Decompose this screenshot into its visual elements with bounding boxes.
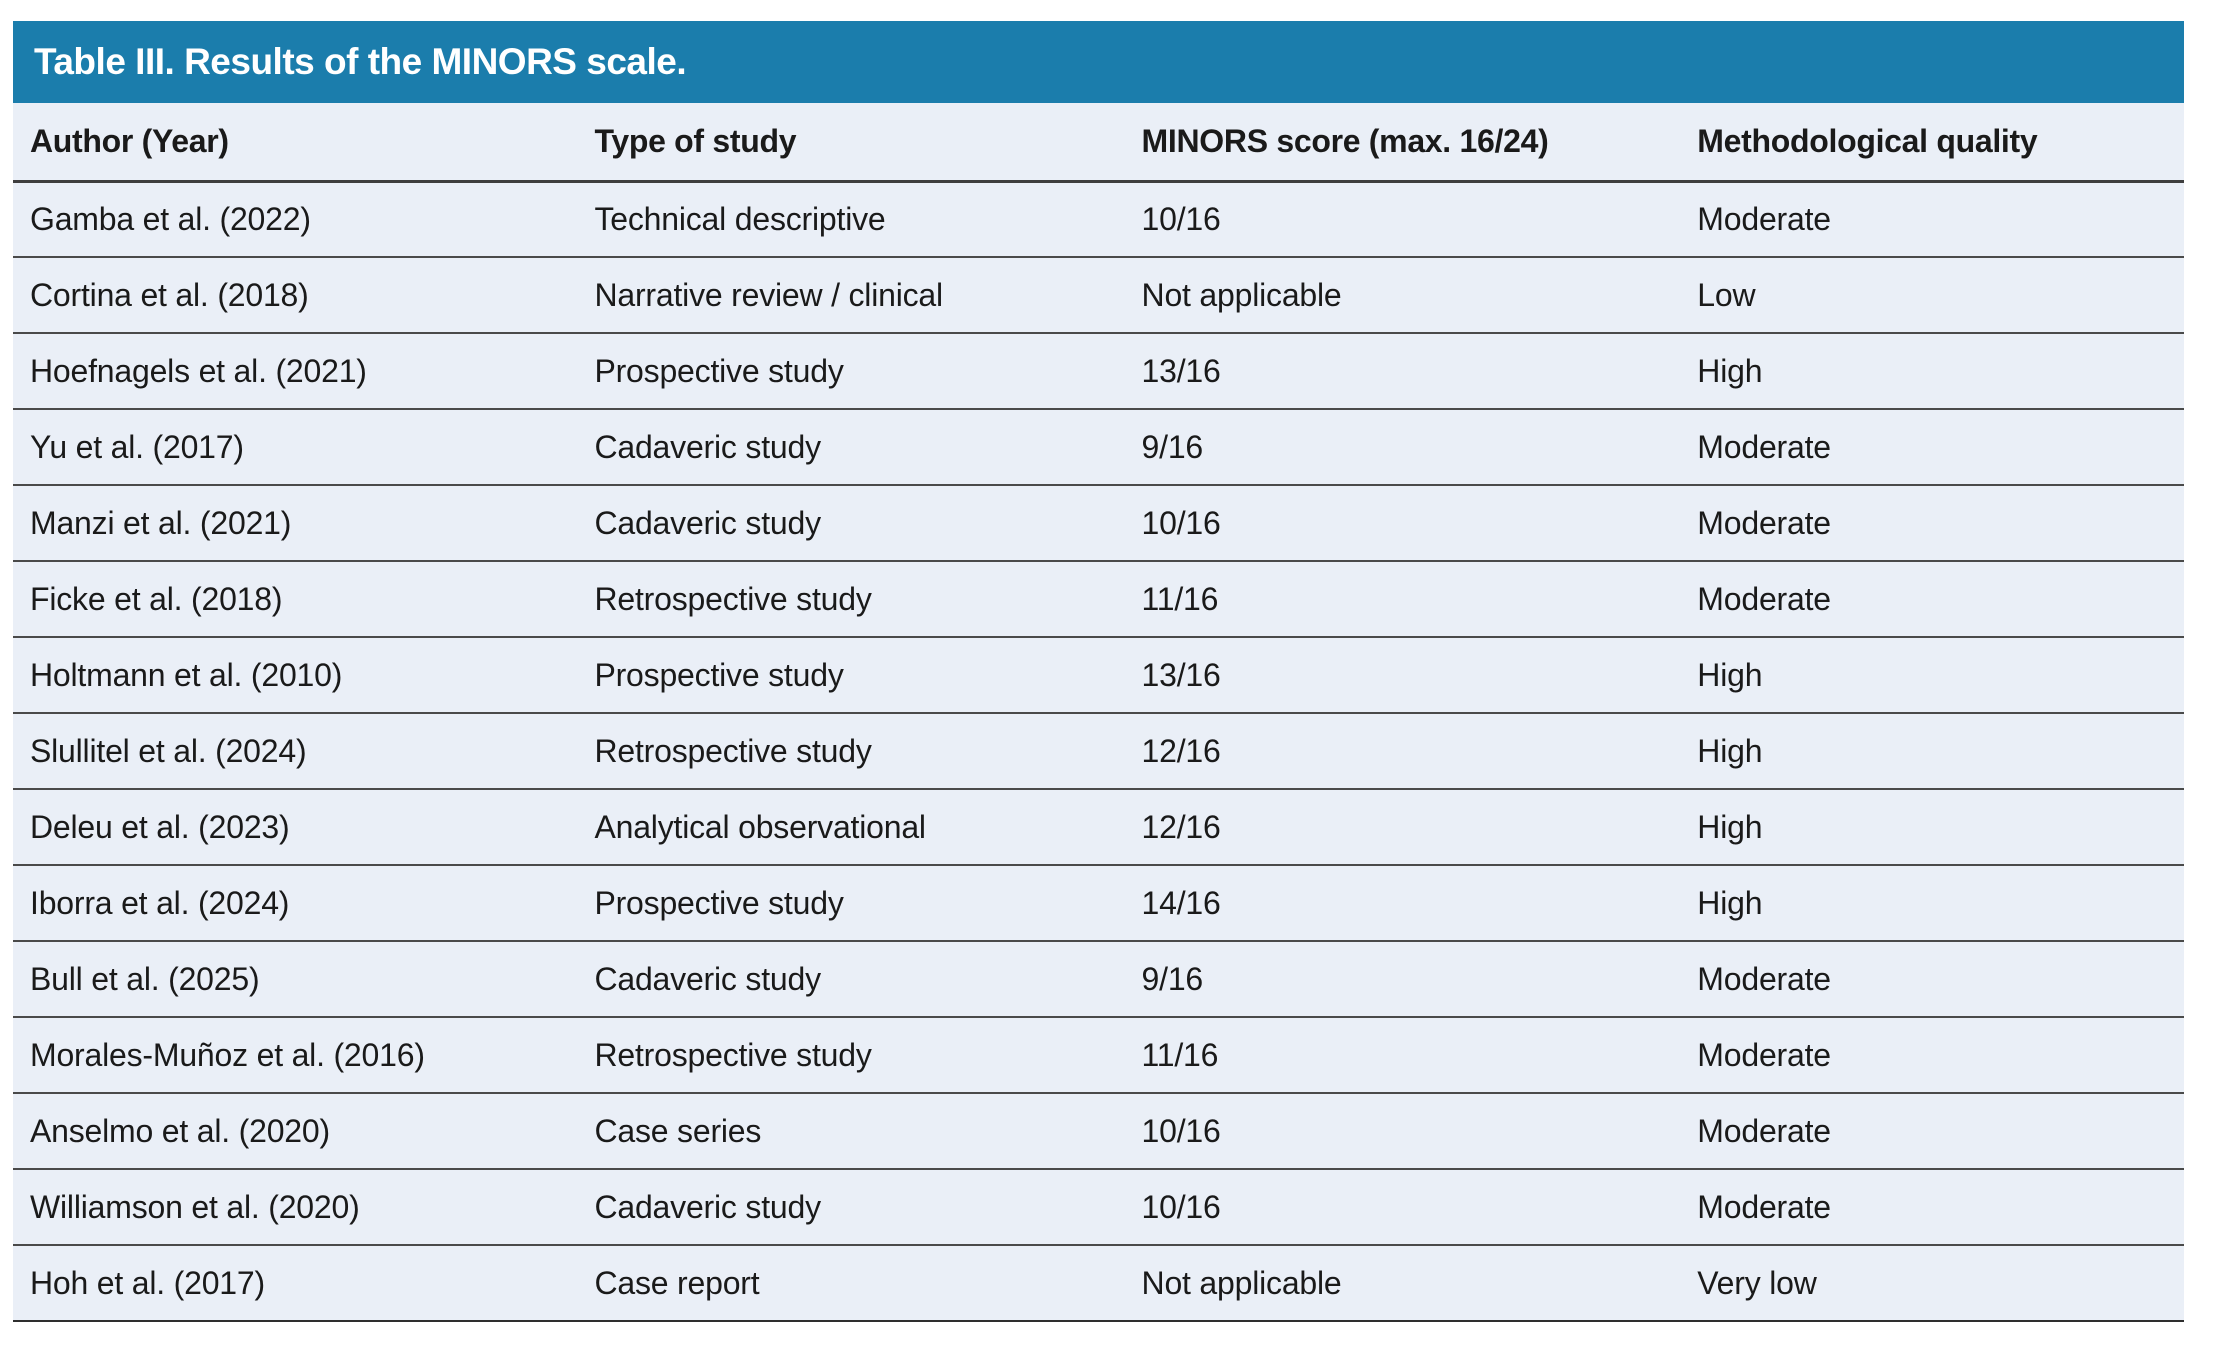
- table-cell: Analytical observational: [577, 789, 1125, 866]
- table-cell: Cadaveric study: [577, 1169, 1125, 1246]
- table-cell: Williamson et al. (2020): [13, 1169, 578, 1246]
- table-cell: High: [1680, 637, 2184, 714]
- table-cell: 9/16: [1124, 941, 1681, 1018]
- table-cell: Cadaveric study: [577, 941, 1125, 1018]
- table-cell: 13/16: [1124, 333, 1681, 410]
- table-cell: Retrospective study: [577, 713, 1125, 790]
- table-cell: Gamba et al. (2022): [13, 181, 578, 258]
- table-cell: High: [1680, 333, 2184, 410]
- table-row: Gamba et al. (2022) Technical descriptive…: [13, 181, 2184, 258]
- results-table: Author (Year) Type of study MINORS score…: [13, 103, 2184, 1322]
- table-cell: Prospective study: [577, 637, 1125, 714]
- table-cell: 10/16: [1124, 1169, 1681, 1246]
- table-cell: Morales-Muñoz et al. (2016): [13, 1017, 578, 1094]
- table-cell: Prospective study: [577, 333, 1125, 410]
- table-cell: 10/16: [1124, 1093, 1681, 1170]
- table-cell: Cadaveric study: [577, 409, 1125, 486]
- table-cell: 10/16: [1124, 485, 1681, 562]
- table-cell: Moderate: [1680, 1093, 2184, 1170]
- table-row: Cortina et al. (2018) Narrative review / …: [13, 257, 2184, 334]
- table-cell: Moderate: [1680, 561, 2184, 638]
- table-cell: Not applicable: [1124, 1245, 1681, 1322]
- table-cell: Anselmo et al. (2020): [13, 1093, 578, 1170]
- table-cell: Moderate: [1680, 409, 2184, 486]
- table-cell: Technical descriptive: [577, 181, 1125, 258]
- table-cell: Bull et al. (2025): [13, 941, 578, 1018]
- table-cell: Hoh et al. (2017): [13, 1245, 578, 1322]
- table-cell: Manzi et al. (2021): [13, 485, 578, 562]
- column-header-author-year: Author (Year): [13, 103, 578, 183]
- table-cell: Slullitel et al. (2024): [13, 713, 578, 790]
- minors-results-table: Table III. Results of the MINORS scale. …: [13, 21, 2184, 1322]
- table-row: Deleu et al. (2023) Analytical observatio…: [13, 789, 2184, 866]
- table-cell: High: [1680, 789, 2184, 866]
- table-cell: 14/16: [1124, 865, 1681, 942]
- table-cell: Not applicable: [1124, 257, 1681, 334]
- table-title: Table III. Results of the MINORS scale.: [34, 41, 687, 82]
- table-cell: High: [1680, 713, 2184, 790]
- table-cell: Case report: [577, 1245, 1125, 1322]
- table-cell: Retrospective study: [577, 1017, 1125, 1094]
- table-cell: Prospective study: [577, 865, 1125, 942]
- table-cell: Hoefnagels et al. (2021): [13, 333, 578, 410]
- table-row: Hoh et al. (2017) Case report Not applicab…: [13, 1245, 2184, 1322]
- table-cell: 11/16: [1124, 1017, 1681, 1094]
- table-cell: Deleu et al. (2023): [13, 789, 578, 866]
- table-cell: 10/16: [1124, 181, 1681, 258]
- table-cell: 12/16: [1124, 789, 1681, 866]
- table-cell: Narrative review / clinical: [577, 257, 1125, 334]
- table-row: Hoefnagels et al. (2021) Prospective stud…: [13, 333, 2184, 410]
- table-cell: Moderate: [1680, 1169, 2184, 1246]
- table-row: Anselmo et al. (2020) Case series 10/16 Mod…: [13, 1093, 2184, 1170]
- table-cell: 13/16: [1124, 637, 1681, 714]
- table-row: Iborra et al. (2024) Prospective study 14/…: [13, 865, 2184, 942]
- column-header-minors-score: MINORS score (max. 16/24): [1124, 103, 1681, 183]
- table-row: Bull et al. (2025) Cadaveric study 9/16 Mod…: [13, 941, 2184, 1018]
- table-row: Holtmann et al. (2010) Prospective study 1…: [13, 637, 2184, 714]
- table-row: Morales-Muñoz et al. (2016) Retrospective…: [13, 1017, 2184, 1094]
- table-cell: Holtmann et al. (2010): [13, 637, 578, 714]
- column-header-methodological-quality: Methodological quality: [1680, 103, 2184, 183]
- table-cell: Cortina et al. (2018): [13, 257, 578, 334]
- table-row: Slullitel et al. (2024) Retrospective stu…: [13, 713, 2184, 790]
- table-title-bar: Table III. Results of the MINORS scale.: [13, 21, 2184, 103]
- table-header: Author (Year) Type of study MINORS score…: [13, 103, 2184, 183]
- table-cell: 11/16: [1124, 561, 1681, 638]
- table-row: Manzi et al. (2021) Cadaveric study 10/16 M…: [13, 485, 2184, 562]
- table-cell: Ficke et al. (2018): [13, 561, 578, 638]
- table-cell: Moderate: [1680, 181, 2184, 258]
- table-row: Ficke et al. (2018) Retrospective study 11…: [13, 561, 2184, 638]
- table-cell: Very low: [1680, 1245, 2184, 1322]
- table-cell: Moderate: [1680, 485, 2184, 562]
- table-cell: Moderate: [1680, 1017, 2184, 1094]
- table-cell: Yu et al. (2017): [13, 409, 578, 486]
- column-header-type-of-study: Type of study: [577, 103, 1125, 183]
- table-cell: Cadaveric study: [577, 485, 1125, 562]
- table-cell: Case series: [577, 1093, 1125, 1170]
- table-body: Gamba et al. (2022) Technical descriptive…: [13, 181, 2184, 1322]
- table-cell: Moderate: [1680, 941, 2184, 1018]
- table-row: Williamson et al. (2020) Cadaveric study 1…: [13, 1169, 2184, 1246]
- table-cell: Retrospective study: [577, 561, 1125, 638]
- table-cell: 12/16: [1124, 713, 1681, 790]
- header-row: Author (Year) Type of study MINORS score…: [13, 103, 2184, 183]
- table-cell: Low: [1680, 257, 2184, 334]
- table-row: Yu et al. (2017) Cadaveric study 9/16 Moder…: [13, 409, 2184, 486]
- table-cell: 9/16: [1124, 409, 1681, 486]
- table-cell: High: [1680, 865, 2184, 942]
- table-cell: Iborra et al. (2024): [13, 865, 578, 942]
